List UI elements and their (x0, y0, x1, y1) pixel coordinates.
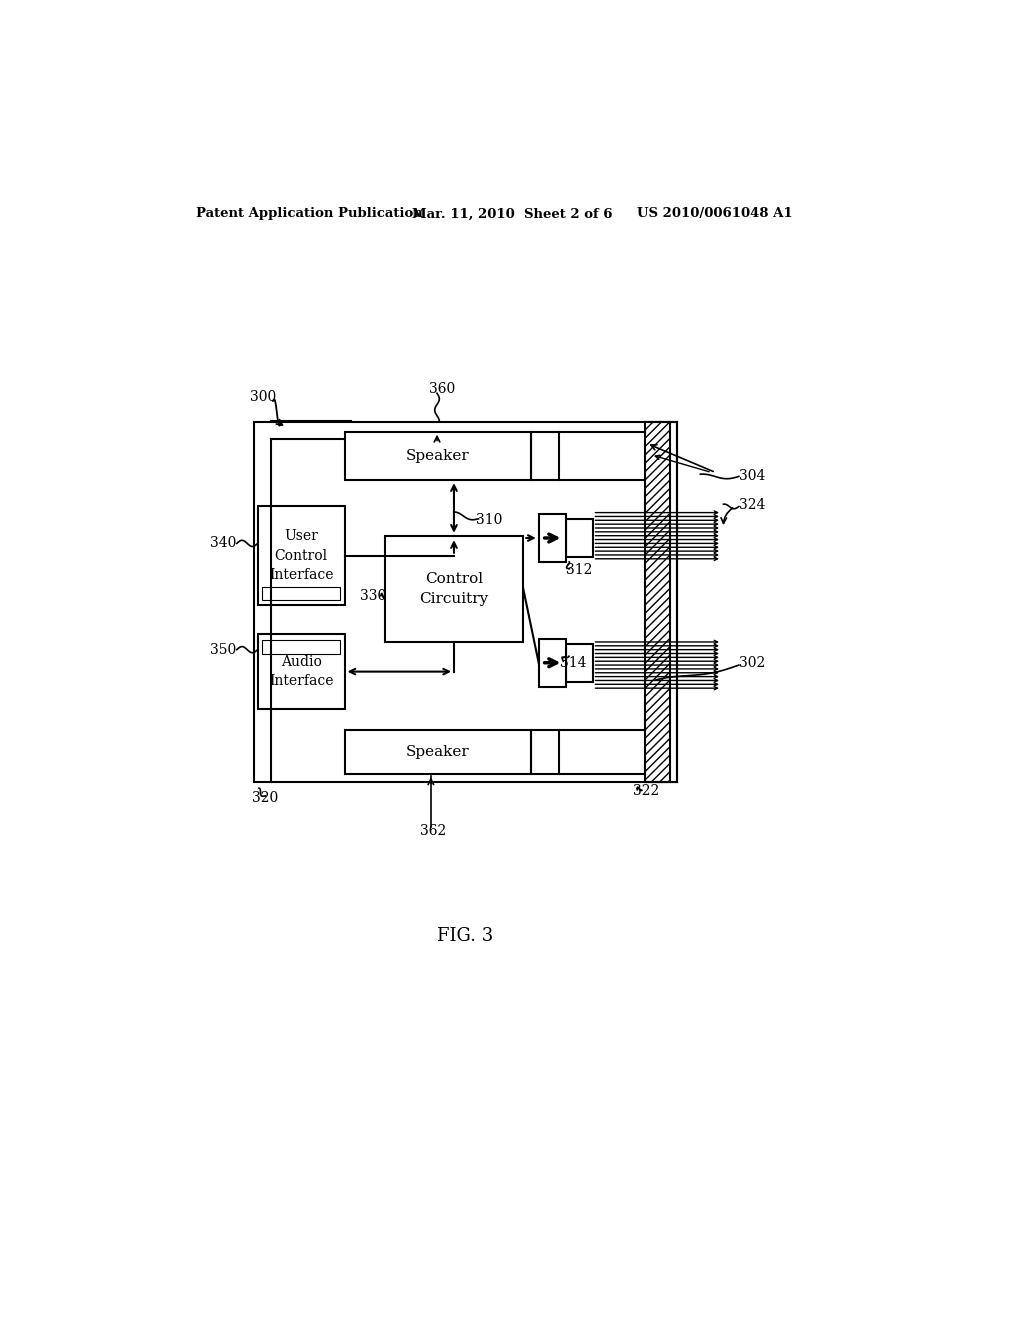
Text: 300: 300 (250, 391, 276, 404)
Bar (531, 730, 559, 775)
Bar (531, 432, 559, 480)
Text: 312: 312 (566, 564, 593, 577)
Bar (539, 639, 566, 686)
Bar (539, 515, 566, 562)
Text: FIG. 3: FIG. 3 (437, 927, 494, 945)
Text: 320: 320 (252, 791, 279, 804)
Text: Speaker: Speaker (406, 449, 470, 463)
Bar (385, 536, 523, 642)
Text: 314: 314 (560, 656, 587, 669)
Text: 302: 302 (739, 656, 765, 669)
Text: Audio
Interface: Audio Interface (269, 655, 334, 688)
Text: 362: 362 (420, 824, 446, 838)
Text: 330: 330 (360, 589, 386, 603)
Bar (258, 507, 345, 605)
Bar (345, 730, 531, 775)
Text: US 2010/0061048 A1: US 2010/0061048 A1 (637, 207, 793, 220)
Text: User
Control
Interface: User Control Interface (269, 529, 334, 582)
Text: Mar. 11, 2010  Sheet 2 of 6: Mar. 11, 2010 Sheet 2 of 6 (412, 207, 612, 220)
Text: 324: 324 (739, 498, 765, 512)
Text: Control
Circuitry: Control Circuitry (420, 572, 488, 606)
Text: 322: 322 (634, 784, 659, 799)
Text: 340: 340 (210, 536, 237, 550)
Text: 310: 310 (475, 513, 502, 527)
Bar (262, 640, 340, 655)
Text: Patent Application Publication: Patent Application Publication (196, 207, 423, 220)
Bar (565, 644, 593, 682)
Bar (258, 635, 345, 709)
Text: 304: 304 (739, 469, 765, 483)
Bar (565, 519, 593, 557)
Bar (262, 586, 340, 601)
Bar (345, 432, 531, 480)
Text: 360: 360 (429, 383, 456, 396)
Text: 350: 350 (210, 643, 237, 656)
Text: Speaker: Speaker (406, 744, 470, 759)
Bar (645, 422, 670, 781)
Bar (254, 422, 677, 781)
